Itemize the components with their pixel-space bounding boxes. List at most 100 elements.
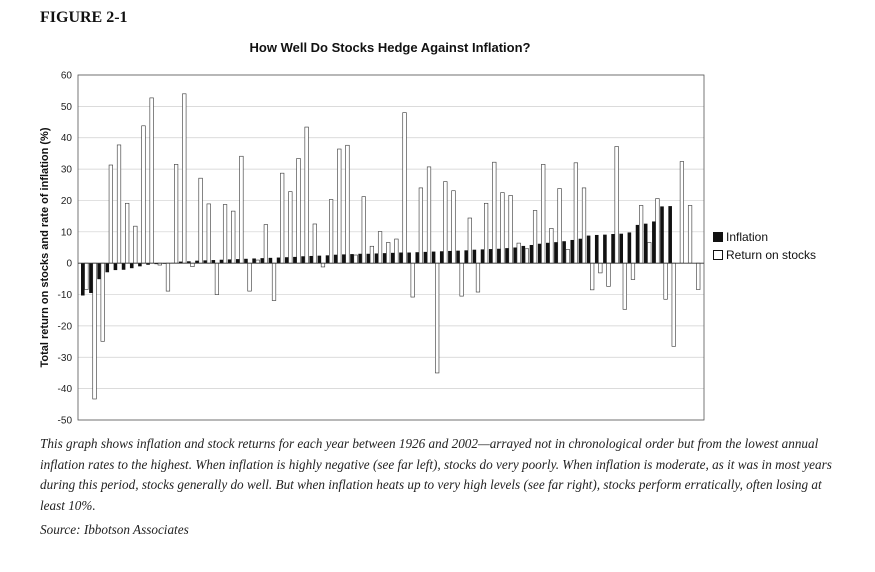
stock-return-bar	[108, 164, 113, 264]
inflation-bar	[513, 247, 517, 264]
stock-return-bar	[484, 202, 489, 264]
stock-return-bar	[549, 228, 554, 264]
stock-return-bar	[386, 242, 391, 264]
stock-return-bar	[590, 262, 595, 291]
stock-return-bar	[687, 205, 693, 264]
inflation-bar	[423, 251, 428, 264]
stock-return-bar	[492, 161, 497, 264]
inflation-bar	[244, 258, 248, 264]
inflation-bar	[268, 257, 273, 264]
inflation-bar	[391, 252, 395, 264]
plot-frame	[77, 74, 705, 421]
figure-caption: This graph shows inflation and stock ret…	[40, 436, 832, 513]
inflation-bar	[121, 263, 126, 270]
figure-label: FIGURE 2-1	[40, 9, 128, 26]
inflation-bar	[252, 258, 256, 264]
stock-return-bar	[239, 155, 244, 264]
stock-return-bar	[271, 262, 277, 301]
stock-return-bar	[426, 166, 432, 264]
inflation-bar	[488, 249, 493, 264]
y-tick-label: 30	[61, 165, 73, 176]
stock-return-bar	[337, 148, 342, 264]
inflation-bar	[81, 263, 85, 296]
stock-return-bar	[125, 202, 130, 264]
stock-return-bar	[214, 262, 220, 295]
inflation-bar	[138, 263, 142, 267]
inflation-bar	[260, 258, 265, 264]
inflation-bar	[643, 223, 648, 264]
bar-chart: 60 50 40 30 20 10 0 -10 -20 -30 -40 -50 Total retur…	[39, 71, 705, 427]
inflation-bar	[350, 254, 354, 264]
stock-return-bar	[361, 196, 366, 264]
stock-return-bar	[516, 242, 521, 264]
inflation-bar	[611, 234, 615, 264]
inflation-bar	[603, 234, 607, 264]
stock-return-bar	[190, 262, 195, 267]
inflation-bar	[635, 224, 640, 264]
chart-legend: Inflation Return on stocks	[713, 228, 816, 264]
stock-return-bar	[435, 262, 440, 374]
stock-return-bar	[696, 262, 701, 290]
y-tick-label: -20	[58, 321, 73, 332]
stock-return-bar	[288, 191, 293, 264]
stock-return-bar	[557, 188, 562, 264]
stock-return-bar	[663, 262, 668, 300]
stock-return-bar	[320, 262, 326, 268]
stock-return-bar	[630, 262, 636, 280]
inflation-bar	[529, 244, 534, 264]
inflation-bar	[358, 253, 362, 264]
stock-return-bar	[500, 192, 505, 264]
grid-lines	[78, 74, 704, 421]
stock-return-bar	[353, 254, 358, 264]
stock-return-bar	[541, 164, 546, 264]
legend-swatch-stocks	[713, 250, 723, 260]
inflation-bar	[448, 250, 452, 264]
stock-return-bar	[581, 187, 587, 264]
inflation-bar	[652, 221, 656, 264]
inflation-bar	[660, 206, 664, 264]
inflation-bar	[439, 251, 444, 264]
inflation-bar	[627, 232, 632, 264]
y-tick-label: 50	[61, 102, 73, 113]
stock-return-bar	[671, 262, 676, 347]
bar-series	[81, 93, 701, 400]
stock-return-bar	[377, 231, 383, 264]
stock-return-bar	[231, 210, 236, 264]
inflation-bar	[374, 253, 379, 264]
inflation-bar	[407, 252, 411, 264]
inflation-bar	[178, 261, 183, 264]
stock-return-bar	[369, 245, 375, 264]
stock-return-bar	[532, 210, 538, 264]
legend-label-inflation: Inflation	[726, 230, 769, 244]
y-tick-label: 20	[61, 196, 73, 207]
inflation-bar	[284, 257, 289, 264]
inflation-bar	[505, 248, 509, 264]
y-tick-label: -30	[58, 353, 73, 364]
stock-return-bar	[92, 262, 97, 400]
inflation-bar	[586, 235, 591, 264]
inflation-bar	[456, 250, 460, 264]
y-tick-label: -10	[58, 290, 73, 301]
stock-return-bar	[116, 144, 122, 264]
stock-return-bar	[639, 205, 644, 264]
inflation-bar	[293, 256, 297, 264]
y-tick-label: 10	[61, 227, 73, 238]
y-tick-label: 0	[66, 259, 72, 270]
stock-return-bar	[182, 93, 187, 264]
stock-return-bar	[174, 164, 179, 264]
stock-return-bar	[100, 262, 105, 342]
stock-return-bar	[451, 190, 456, 264]
inflation-bar	[342, 254, 346, 264]
inflation-bar	[619, 233, 624, 264]
inflation-bar	[203, 260, 207, 264]
inflation-bar	[562, 241, 566, 264]
source-note: Source: Ibbotson Associates	[40, 522, 189, 537]
inflation-bar	[415, 252, 420, 264]
inflation-bar	[521, 245, 526, 264]
inflation-bar	[472, 249, 477, 264]
stock-return-bar	[280, 172, 285, 264]
stock-return-bar	[255, 259, 260, 264]
inflation-bar	[89, 263, 93, 293]
chart-title: How Well Do Stocks Hedge Against Inflati…	[249, 40, 531, 55]
stock-return-bar	[622, 262, 627, 310]
